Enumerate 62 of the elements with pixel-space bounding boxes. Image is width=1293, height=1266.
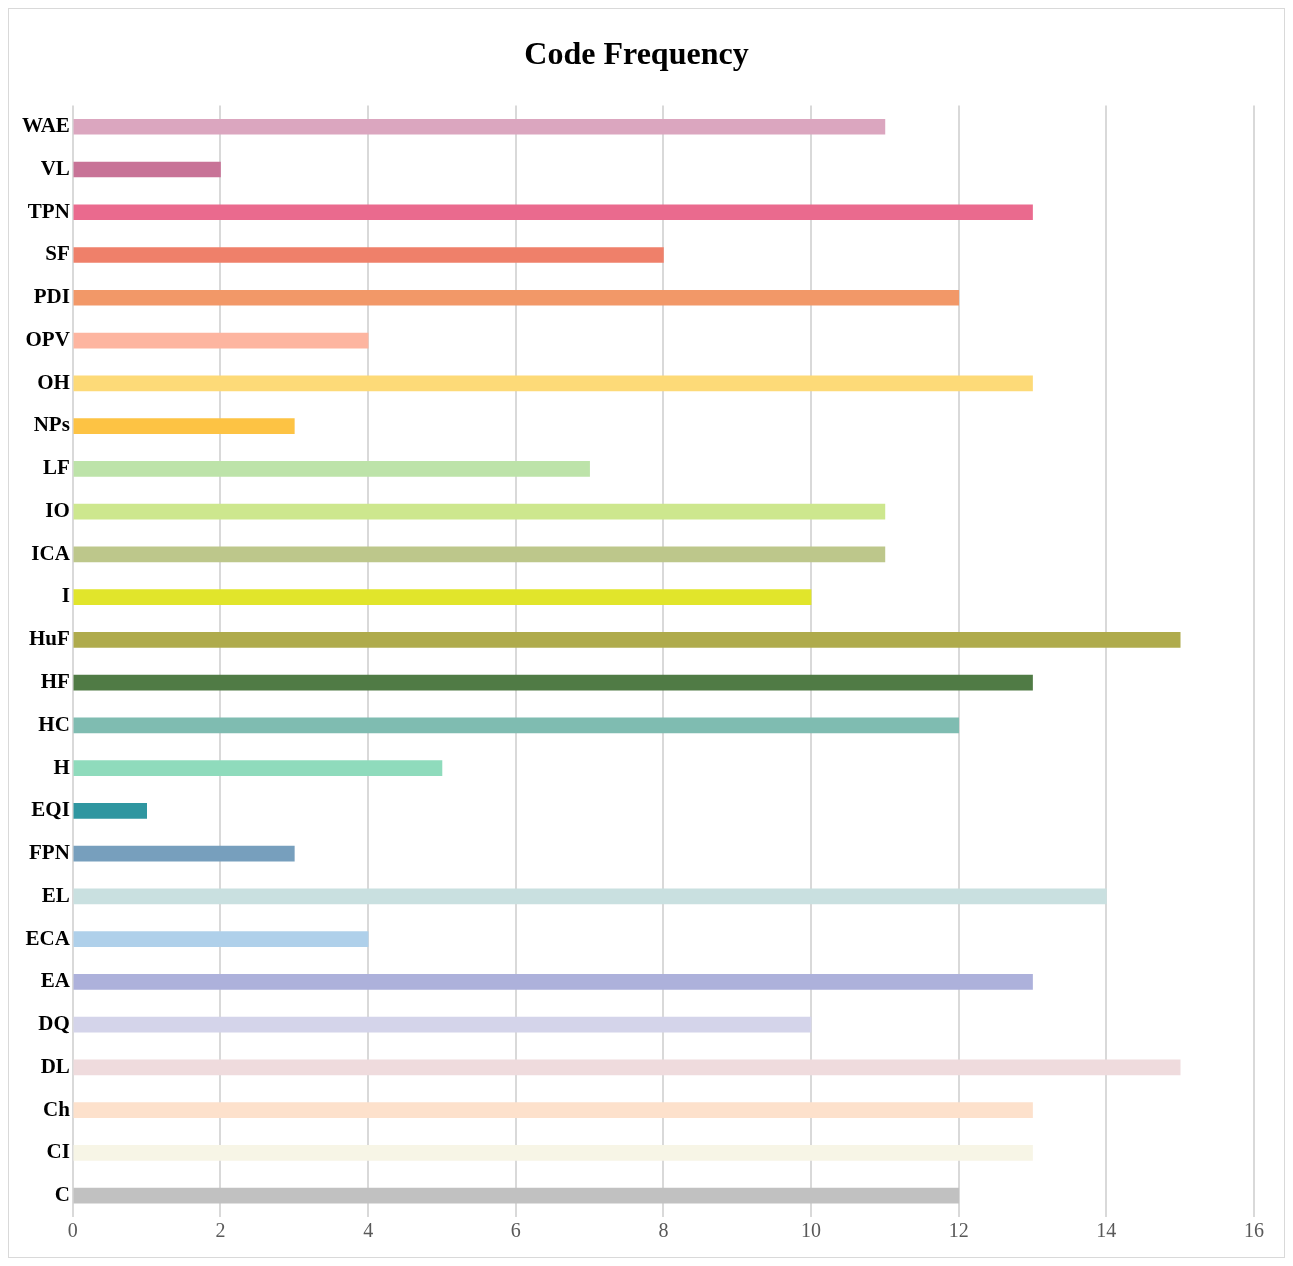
y-tick-label: Ch: [42, 1096, 71, 1121]
y-tick-label: TPN: [27, 198, 70, 223]
bar: [73, 1016, 812, 1033]
y-tick-label: ECA: [25, 925, 71, 950]
y-tick-label: CI: [46, 1139, 70, 1164]
bar: [73, 161, 221, 178]
bar: [73, 1102, 1033, 1118]
bar: [73, 974, 1033, 990]
bar: [73, 118, 886, 135]
x-tick-label: 4: [363, 1219, 374, 1242]
y-tick-label: IO: [45, 497, 70, 522]
bar: [73, 204, 1033, 221]
y-tick-label: NPs: [33, 412, 70, 437]
bar: [73, 717, 960, 734]
y-tick-label: OPV: [25, 326, 70, 351]
x-tick-label: 2: [215, 1219, 226, 1242]
y-tick-label: FPN: [29, 840, 70, 865]
bar: [73, 589, 812, 605]
y-tick-label: ICA: [31, 540, 71, 565]
y-tick-label: EQI: [31, 797, 70, 822]
bar: [73, 888, 1107, 905]
y-tick-label: EA: [40, 968, 71, 993]
bar: [73, 1059, 1181, 1076]
bar: [73, 460, 590, 477]
y-tick-label: H: [53, 754, 70, 779]
bar: [73, 1187, 960, 1204]
y-tick-label: HuF: [29, 626, 70, 651]
chart-title: Code Frequency: [524, 35, 749, 72]
bar: [73, 760, 443, 776]
y-tick-label: WAE: [21, 113, 70, 138]
x-tick-label: 8: [658, 1219, 669, 1242]
bar: [73, 247, 664, 263]
bar: [73, 674, 1033, 691]
x-tick-label: 12: [948, 1219, 969, 1242]
y-tick-label: I: [61, 583, 70, 608]
bar: [73, 375, 1033, 392]
x-tick-label: 10: [801, 1219, 822, 1242]
bar: [73, 845, 295, 862]
y-tick-label: HF: [40, 669, 70, 693]
bar: [73, 503, 886, 520]
y-tick-label: C: [54, 1182, 70, 1207]
y-tick-label: DQ: [38, 1011, 70, 1036]
y-tick-label: EL: [41, 882, 70, 907]
bar: [73, 546, 886, 563]
x-tick-label: 6: [510, 1219, 521, 1242]
bar: [73, 631, 1181, 648]
y-tick-label: DL: [40, 1053, 70, 1078]
x-tick-label: 16: [1244, 1219, 1264, 1242]
bar: [73, 803, 147, 819]
bar: [73, 1145, 1033, 1161]
bar: [73, 332, 369, 349]
x-tick-label: 0: [67, 1219, 78, 1242]
bar: [73, 418, 295, 434]
x-tick-label: 14: [1096, 1219, 1117, 1242]
bar: [73, 289, 960, 306]
y-tick-label: VL: [40, 155, 70, 180]
y-tick-label: LF: [43, 455, 70, 480]
y-tick-label: HC: [38, 711, 70, 736]
y-tick-label: SF: [45, 241, 70, 266]
bar: [73, 931, 369, 947]
y-tick-label: OH: [37, 369, 70, 394]
y-tick-label: PDI: [33, 284, 70, 309]
